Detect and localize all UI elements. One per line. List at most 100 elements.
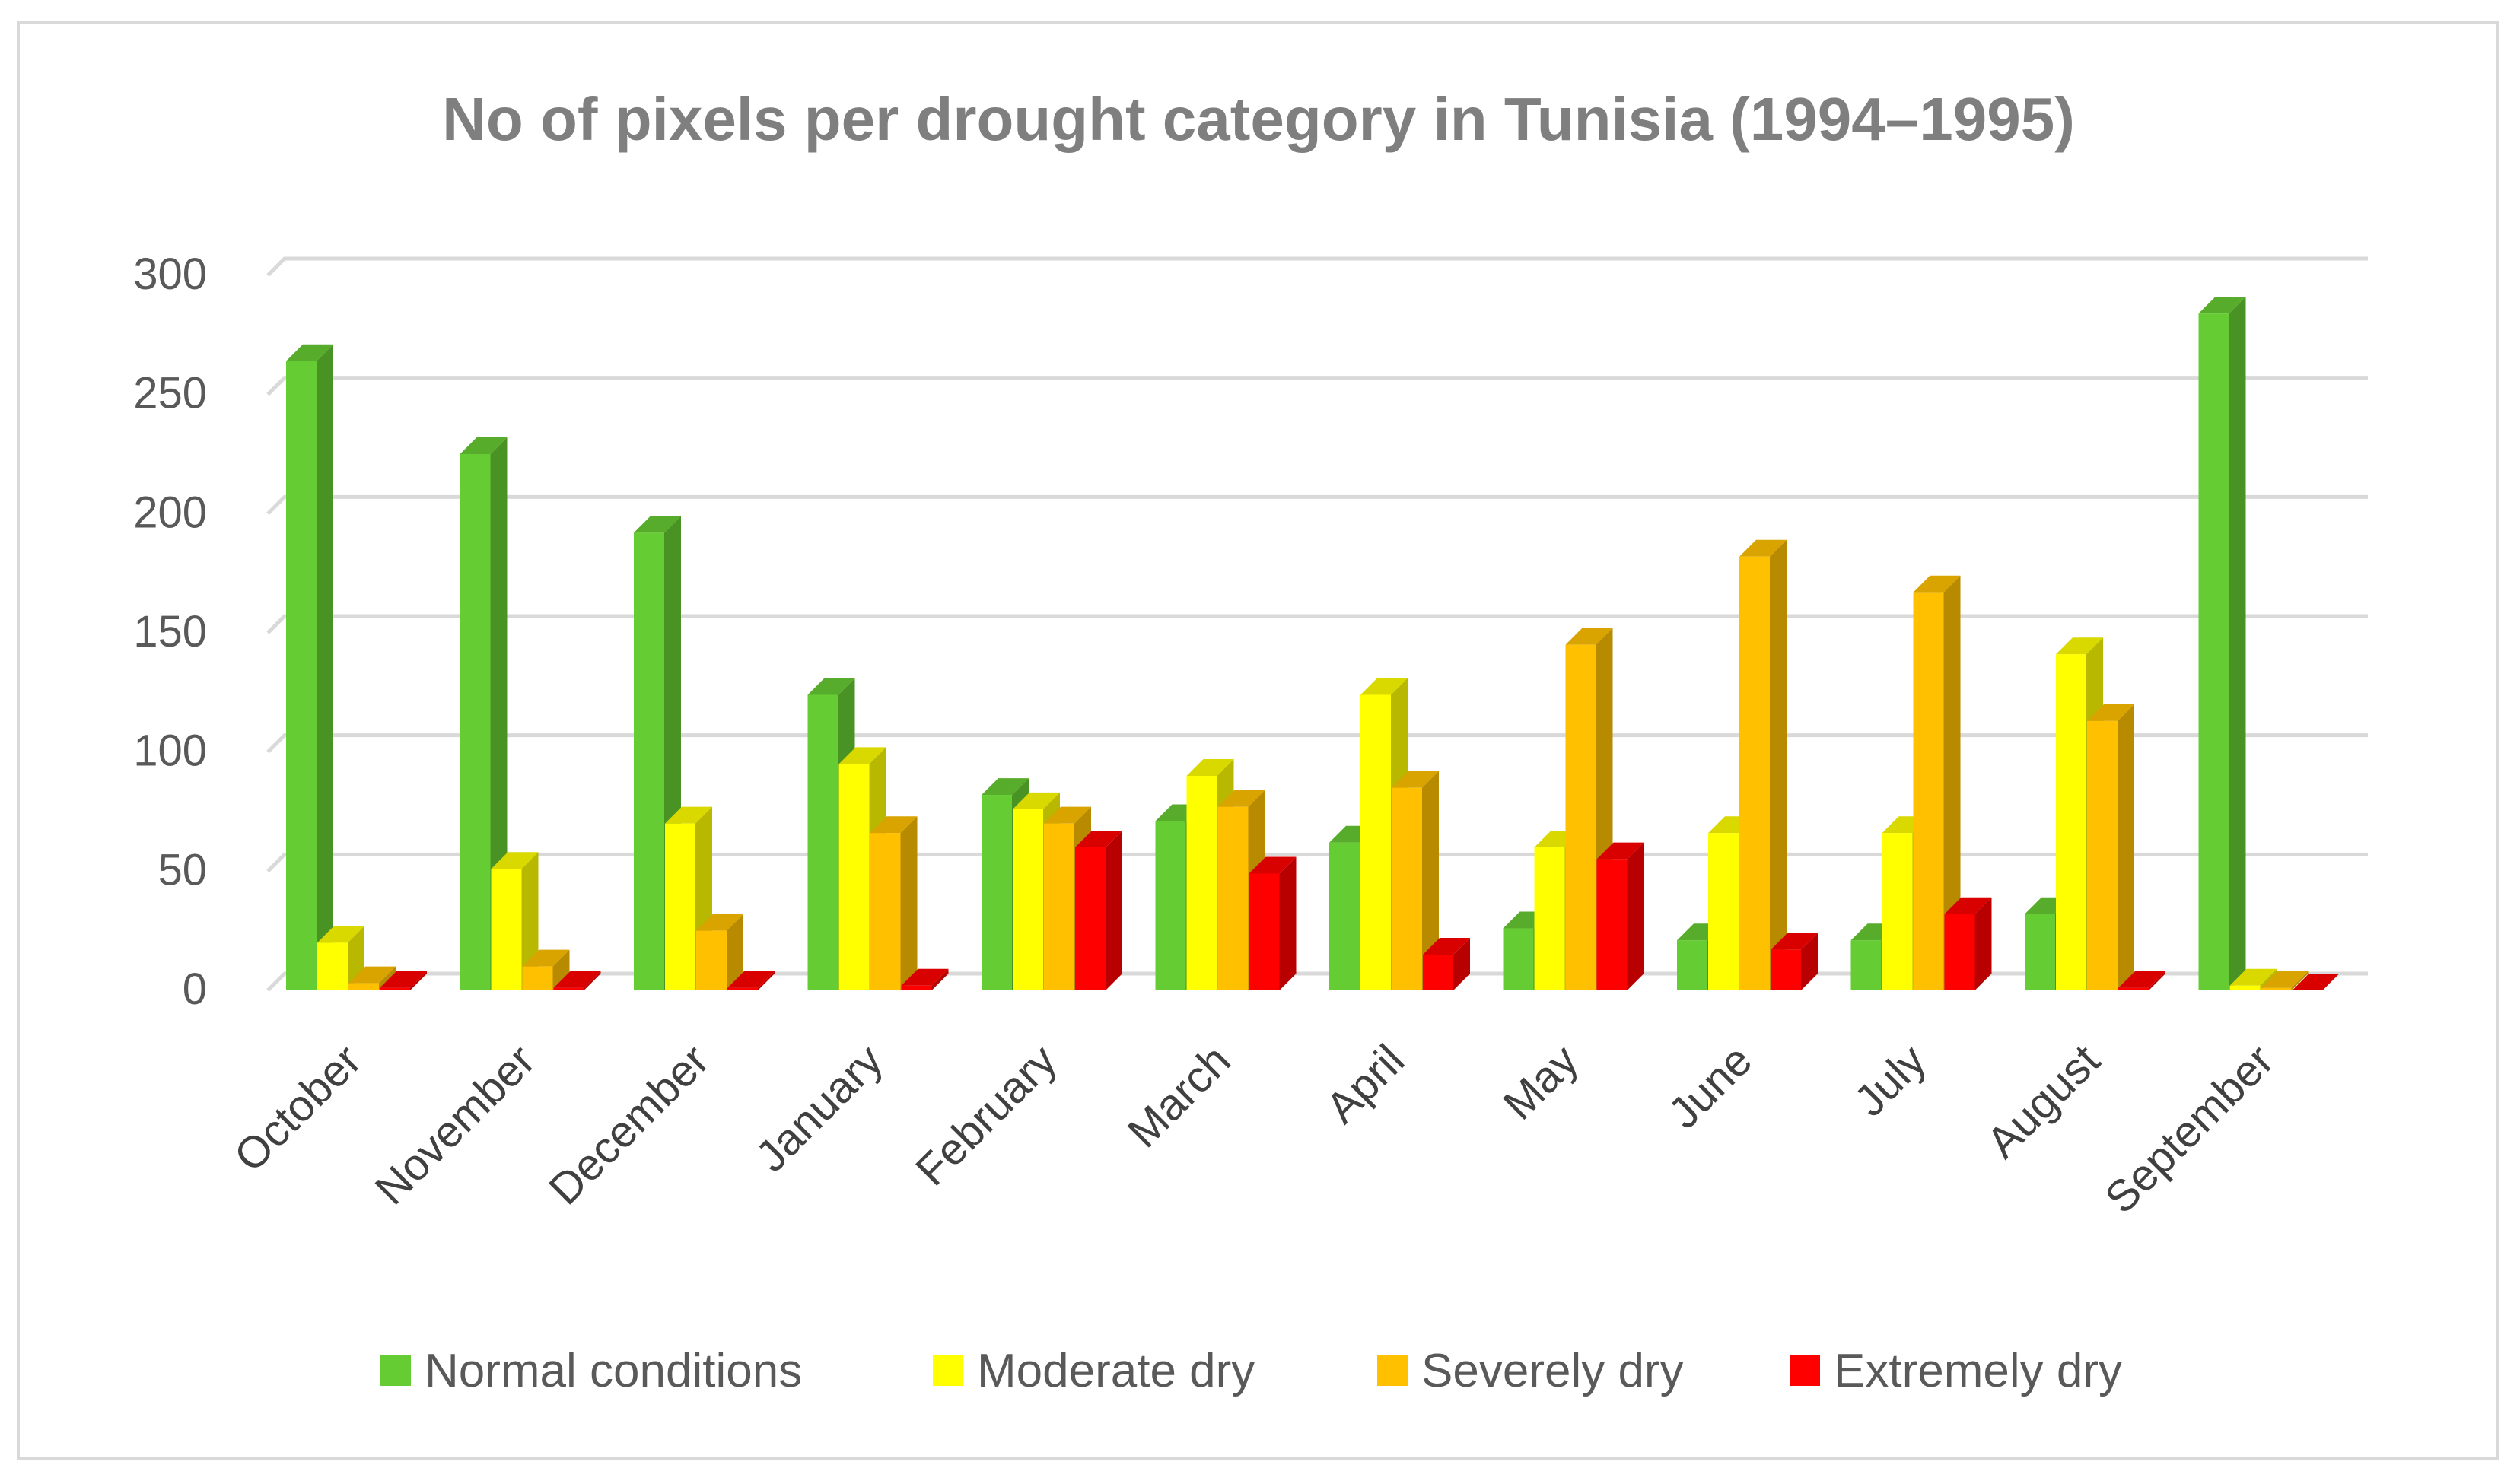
bar-top: [2056, 637, 2103, 655]
bar-top: [901, 968, 949, 986]
bar-extremely-dry-may: [1596, 842, 1644, 990]
bar-front: [870, 833, 901, 990]
legend-swatch: [1377, 1355, 1408, 1386]
bar-extremely-dry-april: [1423, 938, 1470, 990]
gridline: [266, 494, 2368, 516]
bar-front: [1155, 821, 1186, 990]
y-tick-label: 150: [133, 607, 207, 656]
bar-front: [1708, 833, 1739, 990]
bar-front: [1423, 955, 1453, 990]
y-tick-label: 250: [133, 369, 207, 418]
legend-label: Moderate dry: [977, 1345, 1255, 1397]
bar-severely-dry-january: [870, 816, 918, 990]
x-tick-label: May: [1494, 1035, 1587, 1129]
bar-top: [2229, 968, 2277, 986]
x-tick-label: March: [1118, 1035, 1240, 1157]
bar-top: [634, 516, 681, 533]
bar-top: [665, 806, 712, 824]
bar-front: [1186, 776, 1217, 990]
x-tick-label: July: [1845, 1035, 1936, 1126]
bar-top: [522, 949, 570, 967]
y-tick-label: 100: [133, 726, 207, 776]
bar-severely-dry-april: [1392, 771, 1439, 990]
bar-front: [2229, 985, 2261, 990]
bar-side: [2291, 971, 2309, 990]
legend-swatch: [1790, 1355, 1820, 1386]
bar-side: [1627, 842, 1644, 990]
bar-front: [2261, 987, 2292, 990]
bar-front: [807, 694, 838, 990]
bar-top: [696, 914, 743, 931]
bar-front: [553, 987, 584, 990]
bar-top: [2198, 297, 2246, 314]
legend-label: Normal conditions: [425, 1345, 802, 1397]
bar-side: [379, 966, 396, 990]
bar-extremely-dry-august: [2118, 971, 2165, 990]
bar-side: [2229, 297, 2246, 991]
bar-side: [1279, 856, 1297, 990]
bar-top: [1596, 842, 1644, 860]
bar-top: [1913, 575, 1961, 593]
bar-front: [1565, 644, 1596, 990]
x-tick-label: November: [366, 1035, 545, 1214]
x-tick-label: October: [224, 1035, 371, 1181]
bar-top: [1217, 790, 1265, 807]
bar-front: [1503, 928, 1534, 990]
bar-front: [1677, 940, 1707, 990]
bar-front: [838, 764, 870, 990]
x-tick-label: August: [1978, 1035, 2110, 1168]
bar-top: [286, 344, 333, 361]
bar-front: [982, 795, 1012, 990]
bar-front: [1392, 787, 1422, 990]
bar-side: [931, 968, 949, 990]
bar-top: [2087, 704, 2134, 721]
bar-front: [1044, 823, 1074, 990]
bar-front: [286, 361, 317, 990]
gridlines: [266, 256, 2368, 992]
bar-front: [460, 454, 491, 990]
bar-front: [901, 985, 932, 990]
bar-front: [1882, 833, 1913, 990]
gridline: [266, 852, 2368, 873]
bar-front: [1739, 556, 1770, 990]
bar-side: [1106, 831, 1122, 990]
bar-front: [1534, 847, 1565, 990]
bar-side: [1770, 539, 1787, 990]
bar-front: [1329, 842, 1360, 990]
gridline: [266, 971, 2368, 992]
bar-top: [982, 778, 1029, 796]
bar-extremely-dry-december: [727, 971, 775, 990]
bar-side: [584, 971, 601, 990]
bar-front: [1913, 592, 1944, 990]
bar-top: [2118, 971, 2165, 988]
y-tick-label: 50: [158, 845, 207, 895]
legend-swatch: [380, 1355, 411, 1386]
bar-top: [2261, 971, 2309, 988]
bar-extremely-dry-october: [380, 971, 427, 990]
bar-front: [2056, 654, 2086, 990]
bar-front: [727, 987, 758, 990]
bar-extremely-dry-february: [1075, 831, 1122, 990]
bar-front: [1596, 859, 1628, 990]
bar-severely-dry-july: [1913, 575, 1961, 990]
bar-normal-conditions-november: [460, 437, 508, 990]
gridline: [266, 376, 2368, 396]
bar-side: [900, 816, 918, 990]
bar-top: [491, 852, 539, 869]
bar-side: [490, 437, 508, 990]
bar-side: [758, 971, 775, 990]
bar-top: [1944, 897, 1992, 914]
bar-side: [2149, 971, 2165, 990]
bar-front: [634, 532, 664, 990]
legend-label: Extremely dry: [1834, 1345, 2122, 1397]
bar-top: [1249, 856, 1297, 874]
y-tick-label: 0: [183, 964, 207, 1014]
x-tick-label: February: [906, 1035, 1066, 1195]
bar-side: [1801, 933, 1818, 990]
bar-side: [1422, 771, 1439, 990]
y-tick-label: 300: [133, 249, 207, 299]
gridline: [266, 733, 2368, 754]
chart-title: No of pixels per drought category in Tun…: [442, 85, 2075, 153]
bar-top: [1186, 759, 1234, 776]
